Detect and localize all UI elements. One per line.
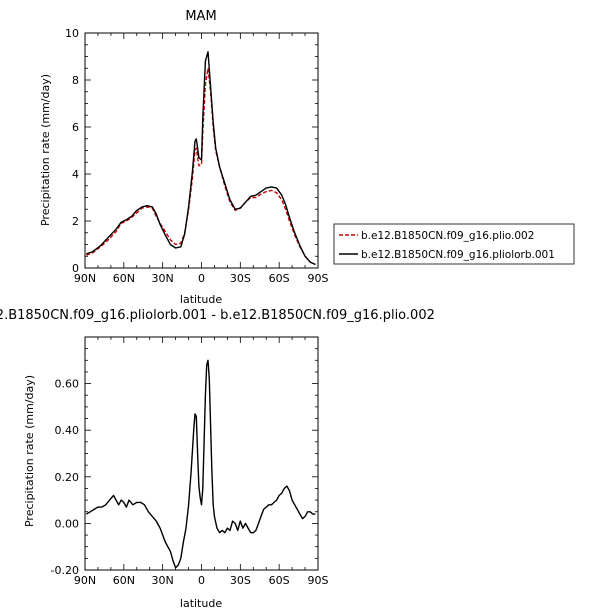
top-series-line-0 — [86, 67, 316, 266]
top-x-tick-label: 60N — [113, 272, 135, 285]
top-y-axis-label: Precipitation rate (mm/day) — [39, 74, 52, 226]
bottom-y-tick-label: -0.20 — [51, 564, 79, 577]
top-y-tick-label: 0 — [72, 262, 79, 275]
bottom-x-tick-label: 30S — [230, 574, 251, 587]
bottom-series-line-0 — [85, 359, 316, 569]
bottom-x-axis-label: latitude — [180, 597, 222, 610]
top-x-ticks: 90N 60N 30N 0 30S 60S 90S — [74, 33, 329, 285]
bottom-y-tick-label: 0.00 — [55, 517, 80, 530]
bottom-y-tick-label: 0.40 — [55, 424, 80, 437]
legend-entry-pliolorb: b.e12.B1850CN.f09_g16.pliolorb.001 — [361, 249, 555, 261]
top-y-tick-label: 8 — [72, 74, 79, 87]
bottom-y-ticks: -0.20 0.00 0.20 0.40 0.60 — [51, 336, 318, 577]
bottom-plot-area — [84, 336, 319, 571]
bottom-x-tick-label: 0 — [198, 574, 205, 587]
top-y-tick-label: 2 — [72, 215, 79, 228]
legend-box — [333, 223, 575, 265]
top-panel: MAM 90N 60N 30N 0 30S 60S 90S 0 2 4 6 8 10 latitude… — [39, 9, 329, 306]
bottom-panel: b.e12.B1850CN.f09_g16.pliolorb.001 - b.e… — [0, 308, 435, 610]
top-y-tick-label: 4 — [72, 168, 79, 181]
bottom-x-tick-label: 60S — [269, 574, 290, 587]
top-x-tick-label: 60S — [269, 272, 290, 285]
bottom-y-axis-label: Precipitation rate (mm/day) — [23, 375, 36, 527]
top-x-axis-label: latitude — [180, 293, 222, 306]
legend: b.e12.B1850CN.f09_g16.plio.002 b.e12.B18… — [333, 223, 575, 265]
top-chart-title: MAM — [185, 9, 216, 24]
bottom-x-ticks: 90N 60N 30N 0 30S 60S 90S — [74, 337, 329, 587]
bottom-y-tick-label: 0.20 — [55, 471, 80, 484]
top-y-tick-label: 10 — [65, 27, 79, 40]
top-x-tick-label: 30N — [152, 272, 174, 285]
bottom-plot-frame — [84, 336, 319, 571]
top-x-tick-label: 90S — [308, 272, 329, 285]
top-y-tick-label: 6 — [72, 121, 79, 134]
bottom-x-tick-label: 60N — [113, 574, 135, 587]
bottom-y-tick-label: 0.60 — [55, 378, 80, 391]
bottom-x-tick-label: 30N — [152, 574, 174, 587]
bottom-x-tick-label: 90N — [74, 574, 96, 587]
top-y-ticks: 0 2 4 6 8 10 — [65, 27, 318, 275]
bottom-x-tick-label: 90S — [308, 574, 329, 587]
top-series-line-1 — [86, 51, 316, 266]
bottom-chart-title: b.e12.B1850CN.f09_g16.pliolorb.001 - b.e… — [0, 308, 435, 323]
top-plot-area — [84, 32, 319, 269]
legend-entry-plio: b.e12.B1850CN.f09_g16.plio.002 — [361, 230, 534, 242]
top-x-tick-label: 0 — [198, 272, 205, 285]
top-x-tick-label: 30S — [230, 272, 251, 285]
top-x-tick-label: 90N — [74, 272, 96, 285]
